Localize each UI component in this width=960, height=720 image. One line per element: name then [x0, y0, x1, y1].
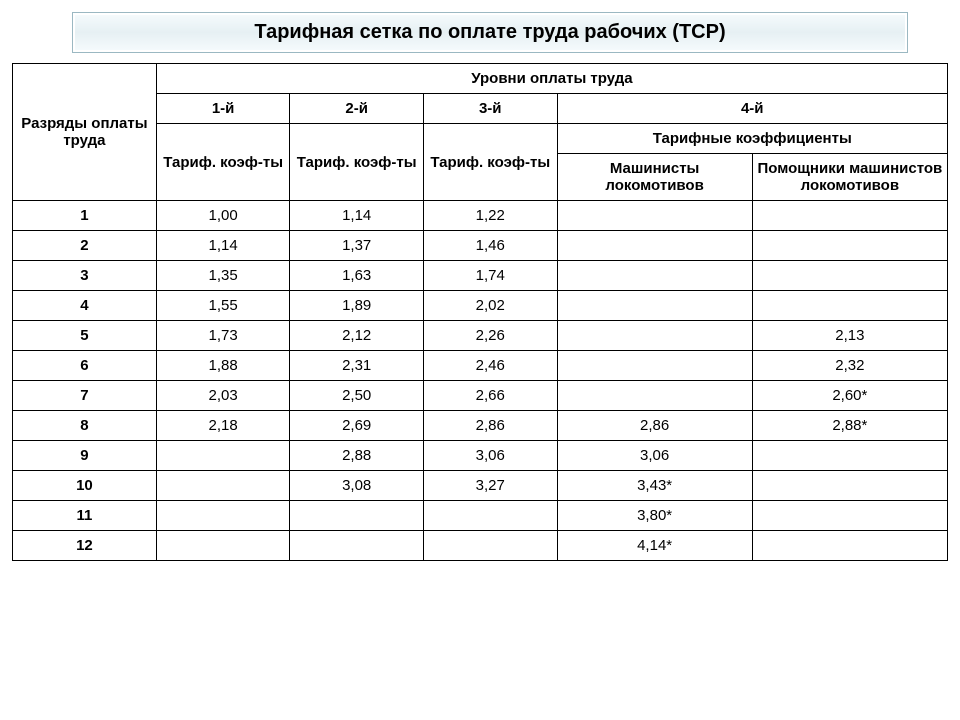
header-level-4: 4-й: [557, 94, 947, 124]
cell-c3: 1,46: [423, 231, 557, 261]
cell-c4a: 3,43*: [557, 471, 752, 501]
cell-c2: [290, 531, 424, 561]
cell-c2: [290, 501, 424, 531]
cell-c4b: 2,13: [752, 321, 947, 351]
cell-c4b: [752, 531, 947, 561]
cell-c3: 2,66: [423, 381, 557, 411]
cell-c1: 1,35: [156, 261, 290, 291]
table-row: 12 4,14*: [13, 531, 948, 561]
cell-c4b: [752, 441, 947, 471]
table-body: 11,001,141,2221,141,371,4631,351,631,744…: [13, 201, 948, 561]
cell-c3: 2,86: [423, 411, 557, 441]
cell-c1: 2,18: [156, 411, 290, 441]
cell-c4a: [557, 261, 752, 291]
page-title: Тарифная сетка по оплате труда рабочих (…: [72, 12, 908, 53]
cell-c4b: 2,60*: [752, 381, 947, 411]
table-row: 11 3,80*: [13, 501, 948, 531]
cell-rank: 12: [13, 531, 157, 561]
header-coef-3: Тариф. коэф-ты: [423, 124, 557, 201]
cell-c4a: [557, 231, 752, 261]
cell-c3: 1,22: [423, 201, 557, 231]
cell-c1: 1,55: [156, 291, 290, 321]
cell-c4b: [752, 501, 947, 531]
cell-c3: [423, 531, 557, 561]
header-level-1: 1-й: [156, 94, 290, 124]
cell-c3: 3,06: [423, 441, 557, 471]
table-row: 82,182,692,862,862,88*: [13, 411, 948, 441]
cell-c1: 1,73: [156, 321, 290, 351]
cell-rank: 1: [13, 201, 157, 231]
header-levels: Уровни оплаты труда: [156, 64, 947, 94]
table-row: 92,883,063,06: [13, 441, 948, 471]
header-level-3: 3-й: [423, 94, 557, 124]
cell-c4b: [752, 261, 947, 291]
cell-c2: 2,12: [290, 321, 424, 351]
cell-c4b: 2,32: [752, 351, 947, 381]
cell-rank: 11: [13, 501, 157, 531]
cell-c3: 2,02: [423, 291, 557, 321]
cell-c4a: [557, 201, 752, 231]
cell-c4b: [752, 231, 947, 261]
cell-c1: [156, 441, 290, 471]
table-row: 10 3,083,273,43*: [13, 471, 948, 501]
cell-c1: [156, 471, 290, 501]
cell-c1: [156, 501, 290, 531]
cell-c4b: 2,88*: [752, 411, 947, 441]
cell-c2: 1,63: [290, 261, 424, 291]
table-row: 11,001,141,22: [13, 201, 948, 231]
cell-c4a: 3,06: [557, 441, 752, 471]
cell-c4a: [557, 351, 752, 381]
table-row: 61,882,312,46 2,32: [13, 351, 948, 381]
cell-c3: 3,27: [423, 471, 557, 501]
cell-c4b: [752, 471, 947, 501]
cell-c4a: 2,86: [557, 411, 752, 441]
cell-rank: 8: [13, 411, 157, 441]
header-coefs: Тарифные коэффициенты: [557, 124, 947, 154]
header-ranks: Разряды оплаты труда: [13, 64, 157, 201]
cell-c1: 2,03: [156, 381, 290, 411]
cell-c4b: [752, 291, 947, 321]
header-coef-1: Тариф. коэф-ты: [156, 124, 290, 201]
cell-rank: 4: [13, 291, 157, 321]
cell-c3: 1,74: [423, 261, 557, 291]
cell-rank: 9: [13, 441, 157, 471]
cell-c4a: 4,14*: [557, 531, 752, 561]
cell-c4a: [557, 381, 752, 411]
cell-rank: 6: [13, 351, 157, 381]
tariff-table: Разряды оплаты труда Уровни оплаты труда…: [12, 63, 948, 561]
cell-c1: [156, 531, 290, 561]
cell-c4a: 3,80*: [557, 501, 752, 531]
cell-c2: 1,14: [290, 201, 424, 231]
table-row: 31,351,631,74: [13, 261, 948, 291]
cell-c4b: [752, 201, 947, 231]
cell-c1: 1,14: [156, 231, 290, 261]
cell-c3: 2,26: [423, 321, 557, 351]
table-row: 21,141,371,46: [13, 231, 948, 261]
table-row: 51,732,122,26 2,13: [13, 321, 948, 351]
cell-c4a: [557, 291, 752, 321]
cell-rank: 10: [13, 471, 157, 501]
cell-c1: 1,88: [156, 351, 290, 381]
header-level-2: 2-й: [290, 94, 424, 124]
cell-c4a: [557, 321, 752, 351]
table-row: 72,032,502,66 2,60*: [13, 381, 948, 411]
cell-c2: 2,88: [290, 441, 424, 471]
cell-c2: 3,08: [290, 471, 424, 501]
header-coef-2: Тариф. коэф-ты: [290, 124, 424, 201]
cell-rank: 3: [13, 261, 157, 291]
cell-rank: 5: [13, 321, 157, 351]
cell-c2: 2,50: [290, 381, 424, 411]
cell-c2: 2,69: [290, 411, 424, 441]
cell-rank: 7: [13, 381, 157, 411]
cell-c2: 2,31: [290, 351, 424, 381]
cell-rank: 2: [13, 231, 157, 261]
cell-c3: 2,46: [423, 351, 557, 381]
cell-c3: [423, 501, 557, 531]
cell-c2: 1,89: [290, 291, 424, 321]
header-drivers: Машинисты локомотивов: [557, 154, 752, 201]
cell-c1: 1,00: [156, 201, 290, 231]
cell-c2: 1,37: [290, 231, 424, 261]
header-assistants: Помощники машинистов локомотивов: [752, 154, 947, 201]
table-row: 41,551,892,02: [13, 291, 948, 321]
